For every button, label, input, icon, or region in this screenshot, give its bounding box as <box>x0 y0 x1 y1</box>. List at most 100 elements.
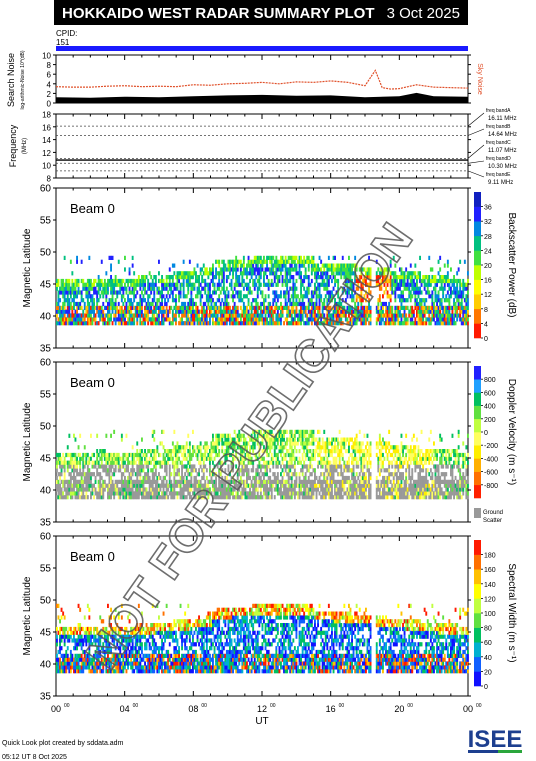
velocity-cell <box>65 460 68 465</box>
power-cell <box>107 282 109 287</box>
power-cell <box>366 313 369 318</box>
velocity-cell <box>74 456 77 461</box>
velocity-cell <box>219 433 222 438</box>
power-cell <box>232 290 234 295</box>
power-cell <box>224 301 227 307</box>
velocity-cell <box>193 464 196 469</box>
power-cell <box>117 290 120 295</box>
velocity-cell <box>303 449 306 454</box>
velocity-cell <box>266 487 268 492</box>
velocity-cell <box>181 445 183 450</box>
y-tick-label: 50 <box>40 248 52 259</box>
velocity-cell <box>309 472 312 477</box>
power-cell <box>68 313 71 318</box>
velocity-cell <box>142 452 145 458</box>
power-cell <box>242 263 245 268</box>
power-cell <box>116 309 119 314</box>
velocity-cell <box>280 441 282 446</box>
power-cell <box>442 290 445 295</box>
power-cell <box>80 278 83 284</box>
power-cell <box>171 313 174 318</box>
velocity-cell <box>90 475 92 481</box>
power-cell <box>298 313 301 318</box>
velocity-cell <box>246 464 248 469</box>
power-cell <box>280 263 282 268</box>
power-cell <box>463 321 466 326</box>
power-cell <box>213 309 216 314</box>
power-cell <box>199 271 202 276</box>
velocity-cell <box>320 479 323 484</box>
power-cell <box>124 282 126 287</box>
velocity-cell <box>283 437 285 442</box>
power-cell <box>188 278 191 284</box>
velocity-cell <box>323 475 326 481</box>
power-cell <box>448 309 451 314</box>
power-cell <box>443 286 446 291</box>
power-cell <box>196 313 199 318</box>
velocity-cell <box>201 491 204 496</box>
power-cell <box>340 263 343 268</box>
velocity-cell <box>153 479 156 484</box>
power-cell <box>337 309 340 314</box>
velocity-cell <box>110 452 112 458</box>
power-cell <box>394 275 397 280</box>
velocity-cell <box>77 445 80 450</box>
power-cell <box>360 313 363 318</box>
power-cell <box>392 255 395 260</box>
velocity-cell <box>83 460 86 465</box>
power-cell <box>233 301 236 307</box>
power-cell <box>420 321 423 326</box>
velocity-cell <box>187 483 190 488</box>
velocity-cell <box>153 452 156 458</box>
velocity-cell <box>266 452 268 458</box>
power-cell <box>151 313 154 318</box>
power-cell <box>244 313 247 318</box>
velocity-cell <box>173 479 176 484</box>
velocity-cell <box>184 456 187 461</box>
power-cell <box>175 321 177 326</box>
power-cell <box>62 305 65 310</box>
power-cell <box>335 290 338 295</box>
power-cell <box>113 290 116 295</box>
power-cell <box>192 317 194 322</box>
power-cell <box>175 309 177 314</box>
power-cell <box>255 282 258 287</box>
power-cell <box>213 286 216 291</box>
power-cell <box>375 309 378 314</box>
power-cell <box>338 317 341 322</box>
velocity-cell <box>269 445 272 450</box>
power-cell <box>310 309 313 314</box>
power-cell <box>312 313 315 318</box>
power-cell <box>365 271 367 276</box>
power-cell <box>320 313 323 318</box>
power-cell <box>57 317 60 322</box>
velocity-cell <box>151 429 154 434</box>
power-cell <box>338 309 341 314</box>
power-cell <box>287 267 290 272</box>
velocity-cell <box>306 487 309 492</box>
power-cell <box>326 309 329 314</box>
velocity-cell <box>250 460 253 465</box>
velocity-cell <box>113 483 116 488</box>
velocity-cell <box>73 452 75 458</box>
power-cell <box>270 278 273 284</box>
power-cell <box>224 294 227 299</box>
velocity-cell <box>280 491 282 496</box>
power-cell <box>225 321 228 326</box>
power-cell <box>419 298 421 303</box>
power-cell <box>377 282 380 287</box>
power-cell <box>388 294 391 299</box>
power-cell <box>335 301 338 307</box>
velocity-cell <box>261 456 264 461</box>
power-cell <box>114 298 117 303</box>
velocity-cell <box>198 483 200 488</box>
velocity-cell <box>241 449 244 454</box>
velocity-cell <box>242 468 245 473</box>
power-cell <box>383 271 386 276</box>
power-cell <box>131 286 134 291</box>
velocity-cell <box>134 487 137 492</box>
velocity-cell <box>125 433 128 438</box>
power-cell <box>103 282 106 287</box>
power-cell <box>225 267 228 272</box>
power-cell <box>175 298 177 303</box>
